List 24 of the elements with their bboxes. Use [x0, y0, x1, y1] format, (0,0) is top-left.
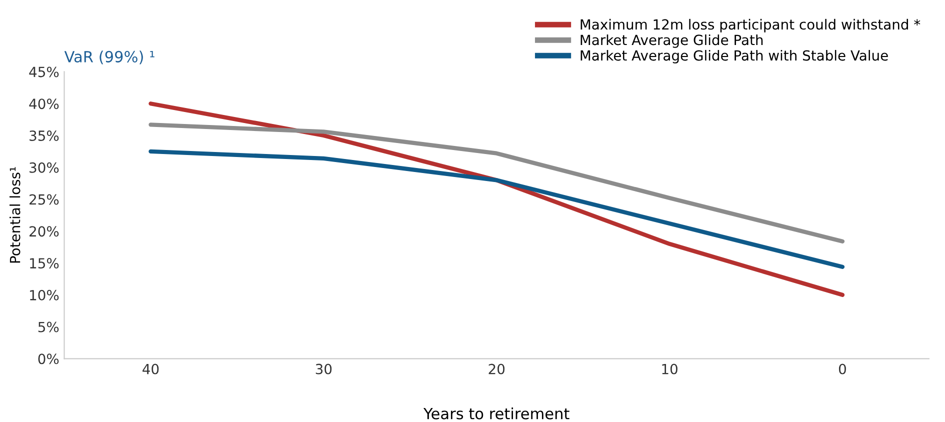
x-tick-label: 0: [838, 364, 846, 374]
x-tick-label: 20: [488, 364, 505, 374]
y-tick-label: 20%: [30, 226, 59, 237]
x-tick-label: 40: [142, 364, 159, 374]
x-axis-title: Years to retirement: [423, 408, 570, 420]
legend-label: Market Average Glide Path: [580, 34, 763, 48]
y-tick-label: 5%: [38, 322, 59, 332]
y-tick-label: 15%: [30, 258, 59, 269]
y-axis-title: Potential loss¹: [10, 167, 20, 263]
y-tick-label: 40%: [29, 98, 59, 110]
text: VaR (99%) ¹: [64, 50, 154, 64]
x-tick-label: 30: [316, 364, 332, 374]
legend-label: Market Average Glide Path with Stable Value: [580, 50, 888, 64]
y-tick-label: 45%: [29, 66, 59, 78]
y-tick-label: 0%: [38, 354, 59, 364]
y-tick-label: 10%: [30, 290, 59, 300]
line-series: [148, 102, 845, 298]
y-tick-label: 35%: [30, 130, 59, 141]
legend-label: Maximum 12m loss participant could withstand *: [580, 18, 920, 32]
line-series: [148, 149, 845, 269]
y-tick-label: 30%: [30, 162, 59, 173]
x-tick-label: 10: [662, 364, 678, 374]
line-series: [148, 122, 845, 244]
y-tick-label: 25%: [30, 194, 59, 205]
